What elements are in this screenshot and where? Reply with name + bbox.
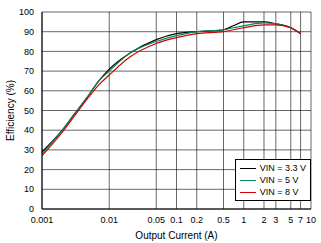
svg-text:0: 0 [29, 204, 34, 214]
svg-text:10: 10 [24, 184, 34, 194]
svg-text:100: 100 [19, 7, 34, 17]
svg-text:30: 30 [24, 145, 34, 155]
svg-text:Efficiency (%): Efficiency (%) [8, 80, 16, 141]
svg-text:10: 10 [306, 215, 313, 225]
svg-text:80: 80 [24, 47, 34, 57]
html-text:VIN = 3.3 V: VIN = 3.3 V [259, 163, 306, 173]
svg-text:2: 2 [261, 215, 266, 225]
svg-text:40: 40 [24, 125, 34, 135]
svg-text:1: 1 [241, 215, 246, 225]
svg-text:20: 20 [24, 165, 34, 175]
svg-text:0.5: 0.5 [217, 215, 230, 225]
svg-text:0.2: 0.2 [190, 215, 203, 225]
svg-text:90: 90 [24, 27, 34, 37]
svg-text:0.01: 0.01 [100, 215, 118, 225]
svg-text:Output Current (A): Output Current (A) [135, 230, 217, 241]
svg-text:5: 5 [288, 215, 293, 225]
html-text:VIN = 5 V: VIN = 5 V [259, 175, 299, 185]
svg-text:3: 3 [273, 215, 278, 225]
svg-text:0.001: 0.001 [31, 215, 54, 225]
html-text:VIN = 8 V: VIN = 8 V [259, 187, 299, 197]
svg-text:7: 7 [298, 215, 303, 225]
svg-text:70: 70 [24, 66, 34, 76]
svg-text:60: 60 [24, 86, 34, 96]
svg-text:0.05: 0.05 [147, 215, 165, 225]
svg-text:50: 50 [24, 106, 34, 116]
svg-text:0.1: 0.1 [170, 215, 183, 225]
